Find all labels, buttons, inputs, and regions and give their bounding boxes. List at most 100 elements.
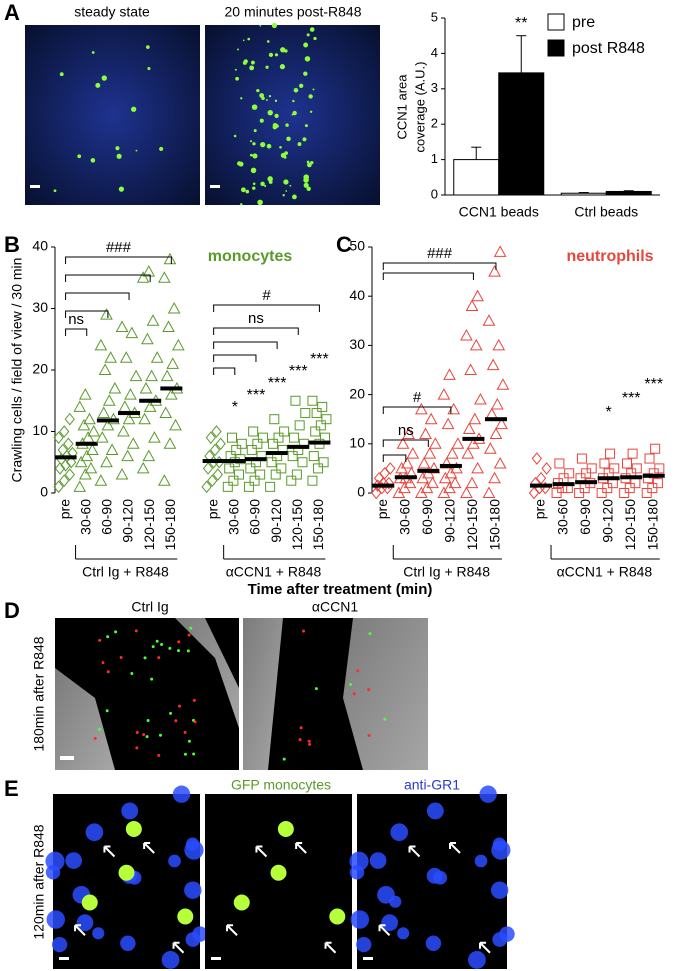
cell	[348, 682, 352, 686]
side-label: 180min after R848	[31, 636, 47, 751]
bead	[252, 153, 258, 159]
point	[599, 458, 610, 469]
bead	[245, 189, 250, 194]
point	[166, 357, 180, 369]
x-tick-label: 90-120	[120, 499, 136, 543]
point	[482, 486, 496, 498]
point	[202, 462, 214, 475]
y-tick-label: 30	[32, 299, 48, 315]
bead	[266, 99, 268, 101]
point	[267, 438, 278, 449]
cell	[157, 656, 161, 660]
point	[64, 468, 75, 481]
x-tick-label: 150-180	[310, 499, 326, 551]
gfp-cell	[233, 894, 250, 911]
cell	[145, 735, 149, 739]
point	[231, 444, 242, 455]
bead	[293, 87, 299, 93]
median	[642, 473, 665, 478]
bead	[304, 124, 308, 128]
micrograph	[205, 794, 352, 969]
bead	[274, 113, 279, 119]
cell	[143, 656, 147, 660]
bead	[147, 67, 151, 71]
point	[115, 468, 129, 480]
cell	[98, 638, 102, 642]
comparison-bracket	[65, 328, 88, 336]
point	[440, 456, 454, 469]
point	[471, 461, 484, 474]
cell	[177, 640, 181, 644]
median	[75, 441, 98, 446]
bead	[259, 118, 264, 123]
comparison-bracket	[65, 292, 130, 300]
point	[471, 289, 484, 302]
point	[464, 363, 477, 375]
bead	[267, 40, 270, 43]
arrow	[449, 842, 461, 854]
cell	[45, 851, 65, 871]
point	[227, 432, 238, 443]
comparison-bracket	[382, 454, 407, 462]
bead	[53, 189, 57, 193]
cell	[142, 733, 146, 737]
arrow	[255, 845, 268, 858]
cell	[308, 742, 312, 746]
bead	[268, 94, 272, 98]
point	[321, 414, 332, 425]
point	[125, 326, 139, 339]
cell	[93, 736, 97, 740]
point	[586, 463, 597, 474]
comparison-bracket	[382, 406, 452, 414]
bead	[267, 109, 273, 116]
bead	[282, 194, 285, 197]
panel-letter: A	[4, 0, 20, 25]
bead	[274, 53, 279, 57]
median	[484, 417, 507, 422]
point	[482, 314, 496, 326]
bead	[289, 184, 292, 187]
bead	[303, 71, 308, 76]
median	[597, 476, 620, 481]
point	[248, 426, 259, 437]
arrow	[295, 842, 307, 854]
point	[104, 351, 118, 363]
cell	[468, 950, 486, 969]
point	[311, 408, 322, 419]
bead	[304, 56, 311, 62]
point	[158, 474, 171, 486]
tissue	[343, 618, 428, 770]
bead	[259, 24, 262, 27]
cell	[134, 629, 138, 633]
x-tick-label: 150-180	[487, 499, 503, 551]
median	[439, 463, 462, 468]
point	[246, 444, 257, 455]
y-tick-label: 5	[431, 9, 438, 24]
cell	[186, 649, 190, 653]
point	[419, 427, 432, 439]
point	[445, 447, 459, 459]
bead	[303, 182, 309, 188]
point	[74, 455, 88, 468]
y-tick-label: 20	[32, 361, 48, 377]
point	[201, 480, 212, 494]
point	[80, 449, 94, 462]
bead	[304, 44, 308, 48]
bead	[265, 65, 269, 69]
arrow	[143, 842, 155, 854]
point	[492, 338, 506, 351]
x-tick-label: 90-120	[599, 499, 615, 543]
bead	[235, 76, 239, 81]
point	[644, 453, 655, 464]
image-title: anti-GR1	[404, 777, 460, 793]
arrow	[479, 941, 491, 954]
cell	[120, 935, 136, 952]
cell	[168, 646, 172, 650]
bead	[268, 180, 273, 184]
point	[165, 388, 178, 400]
point	[94, 338, 108, 351]
x-tick-label: 30-60	[554, 499, 570, 535]
point	[63, 437, 74, 451]
significance: ***	[622, 390, 641, 407]
